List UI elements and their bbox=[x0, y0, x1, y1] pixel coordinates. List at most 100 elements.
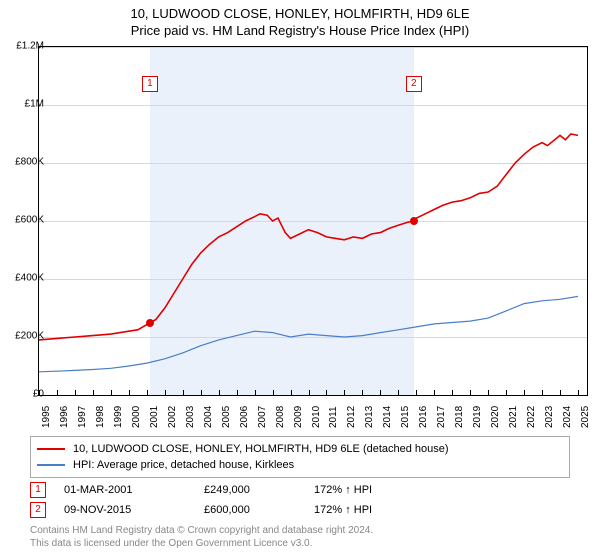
x-tick-label: 2018 bbox=[454, 406, 465, 428]
x-tick-label: 2000 bbox=[131, 406, 142, 428]
x-tick bbox=[506, 390, 507, 395]
x-tick bbox=[75, 390, 76, 395]
x-tick bbox=[488, 390, 489, 395]
x-tick bbox=[111, 390, 112, 395]
y-tick-label: £400K bbox=[4, 273, 44, 284]
sale-pct: 172% ↑ HPI bbox=[314, 484, 434, 496]
x-tick-label: 2025 bbox=[580, 406, 591, 428]
x-tick bbox=[362, 390, 363, 395]
legend-row: 10, LUDWOOD CLOSE, HONLEY, HOLMFIRTH, HD… bbox=[37, 441, 563, 457]
x-tick bbox=[380, 390, 381, 395]
x-tick bbox=[255, 390, 256, 395]
x-tick bbox=[416, 390, 417, 395]
x-tick bbox=[578, 390, 579, 395]
footer-line1: Contains HM Land Registry data © Crown c… bbox=[30, 524, 373, 537]
x-tick-label: 2019 bbox=[472, 406, 483, 428]
sale-row: 1 01-MAR-2001£249,000172% ↑ HPI bbox=[30, 480, 570, 500]
x-tick-label: 2003 bbox=[185, 406, 196, 428]
sale-point-2 bbox=[410, 217, 418, 225]
x-tick bbox=[344, 390, 345, 395]
sale-price: £600,000 bbox=[204, 504, 314, 516]
x-tick bbox=[470, 390, 471, 395]
sale-row: 209-NOV-2015£600,000172% ↑ HPI bbox=[30, 500, 570, 520]
chart-svg bbox=[39, 47, 587, 395]
title-line2: Price paid vs. HM Land Registry's House … bbox=[0, 23, 600, 38]
x-tick bbox=[273, 390, 274, 395]
chart-area: 12 bbox=[38, 46, 588, 396]
x-tick bbox=[309, 390, 310, 395]
sale-marker-1: 1 bbox=[142, 76, 158, 92]
y-tick-label: £0 bbox=[4, 389, 44, 400]
y-tick-label: £200K bbox=[4, 331, 44, 342]
x-tick-label: 1997 bbox=[77, 406, 88, 428]
legend-swatch bbox=[37, 464, 65, 466]
x-tick-label: 2023 bbox=[544, 406, 555, 428]
x-tick bbox=[542, 390, 543, 395]
sales-block: 1 01-MAR-2001£249,000172% ↑ HPI 2 09-NOV-20… bbox=[30, 480, 570, 520]
x-tick bbox=[326, 390, 327, 395]
legend: 10, LUDWOOD CLOSE, HONLEY, HOLMFIRTH, HD… bbox=[30, 436, 570, 478]
x-tick bbox=[398, 390, 399, 395]
x-tick-label: 2001 bbox=[149, 406, 160, 428]
title-block: 10, LUDWOOD CLOSE, HONLEY, HOLMFIRTH, HD… bbox=[0, 0, 600, 38]
x-tick-label: 2005 bbox=[221, 406, 232, 428]
x-tick-label: 2008 bbox=[275, 406, 286, 428]
x-tick-label: 1996 bbox=[59, 406, 70, 428]
y-tick-label: £600K bbox=[4, 215, 44, 226]
x-tick-label: 2021 bbox=[508, 406, 519, 428]
x-tick-label: 1998 bbox=[95, 406, 106, 428]
x-tick-label: 2012 bbox=[346, 406, 357, 428]
sale-price: £249,000 bbox=[204, 484, 314, 496]
legend-label: 10, LUDWOOD CLOSE, HONLEY, HOLMFIRTH, HD… bbox=[73, 443, 449, 455]
series-hpi bbox=[39, 296, 578, 371]
sale-index-box: 1 bbox=[30, 482, 46, 498]
x-tick bbox=[147, 390, 148, 395]
sale-index-box: 2 bbox=[30, 502, 46, 518]
x-axis-labels: 1995 1996 1997 1998 1999 2000 2001 2002 2003 2004… bbox=[38, 398, 588, 438]
chart-container: 10, LUDWOOD CLOSE, HONLEY, HOLMFIRTH, HD… bbox=[0, 0, 600, 560]
x-tick-label: 2011 bbox=[328, 406, 339, 428]
x-tick bbox=[57, 390, 58, 395]
x-tick bbox=[201, 390, 202, 395]
x-tick-label: 1995 bbox=[41, 406, 52, 428]
sale-date: 01-MAR-2001 bbox=[64, 484, 204, 496]
x-tick-label: 2007 bbox=[257, 406, 268, 428]
x-tick-label: 2016 bbox=[418, 406, 429, 428]
x-tick-label: 2014 bbox=[382, 406, 393, 428]
x-tick-label: 2009 bbox=[293, 406, 304, 428]
x-tick-label: 2024 bbox=[562, 406, 573, 428]
x-tick bbox=[183, 390, 184, 395]
x-tick-label: 2006 bbox=[239, 406, 250, 428]
sale-point-1 bbox=[146, 319, 154, 327]
x-tick bbox=[560, 390, 561, 395]
x-tick-label: 2004 bbox=[203, 406, 214, 428]
series-property bbox=[39, 134, 578, 340]
x-tick-label: 2013 bbox=[364, 406, 375, 428]
x-tick-label: 2020 bbox=[490, 406, 501, 428]
footer: Contains HM Land Registry data © Crown c… bbox=[30, 524, 373, 550]
x-tick bbox=[129, 390, 130, 395]
x-tick-label: 2015 bbox=[400, 406, 411, 428]
x-tick-label: 2022 bbox=[526, 406, 537, 428]
x-tick bbox=[165, 390, 166, 395]
y-tick-label: £800K bbox=[4, 157, 44, 168]
legend-row: HPI: Average price, detached house, Kirk… bbox=[37, 457, 563, 473]
sale-date: 09-NOV-2015 bbox=[64, 504, 204, 516]
y-tick-label: £1M bbox=[4, 99, 44, 110]
x-tick bbox=[291, 390, 292, 395]
x-tick bbox=[434, 390, 435, 395]
legend-swatch bbox=[37, 448, 65, 450]
x-tick bbox=[219, 390, 220, 395]
x-tick bbox=[237, 390, 238, 395]
y-tick-label: £1.2M bbox=[4, 41, 44, 52]
x-tick-label: 1999 bbox=[113, 406, 124, 428]
footer-line2: This data is licensed under the Open Gov… bbox=[30, 537, 373, 550]
x-tick-label: 2017 bbox=[436, 406, 447, 428]
x-tick bbox=[524, 390, 525, 395]
sale-marker-2: 2 bbox=[406, 76, 422, 92]
title-line1: 10, LUDWOOD CLOSE, HONLEY, HOLMFIRTH, HD… bbox=[0, 6, 600, 21]
x-tick-label: 2010 bbox=[311, 406, 322, 428]
x-tick-label: 2002 bbox=[167, 406, 178, 428]
x-tick bbox=[452, 390, 453, 395]
legend-label: HPI: Average price, detached house, Kirk… bbox=[73, 459, 294, 471]
